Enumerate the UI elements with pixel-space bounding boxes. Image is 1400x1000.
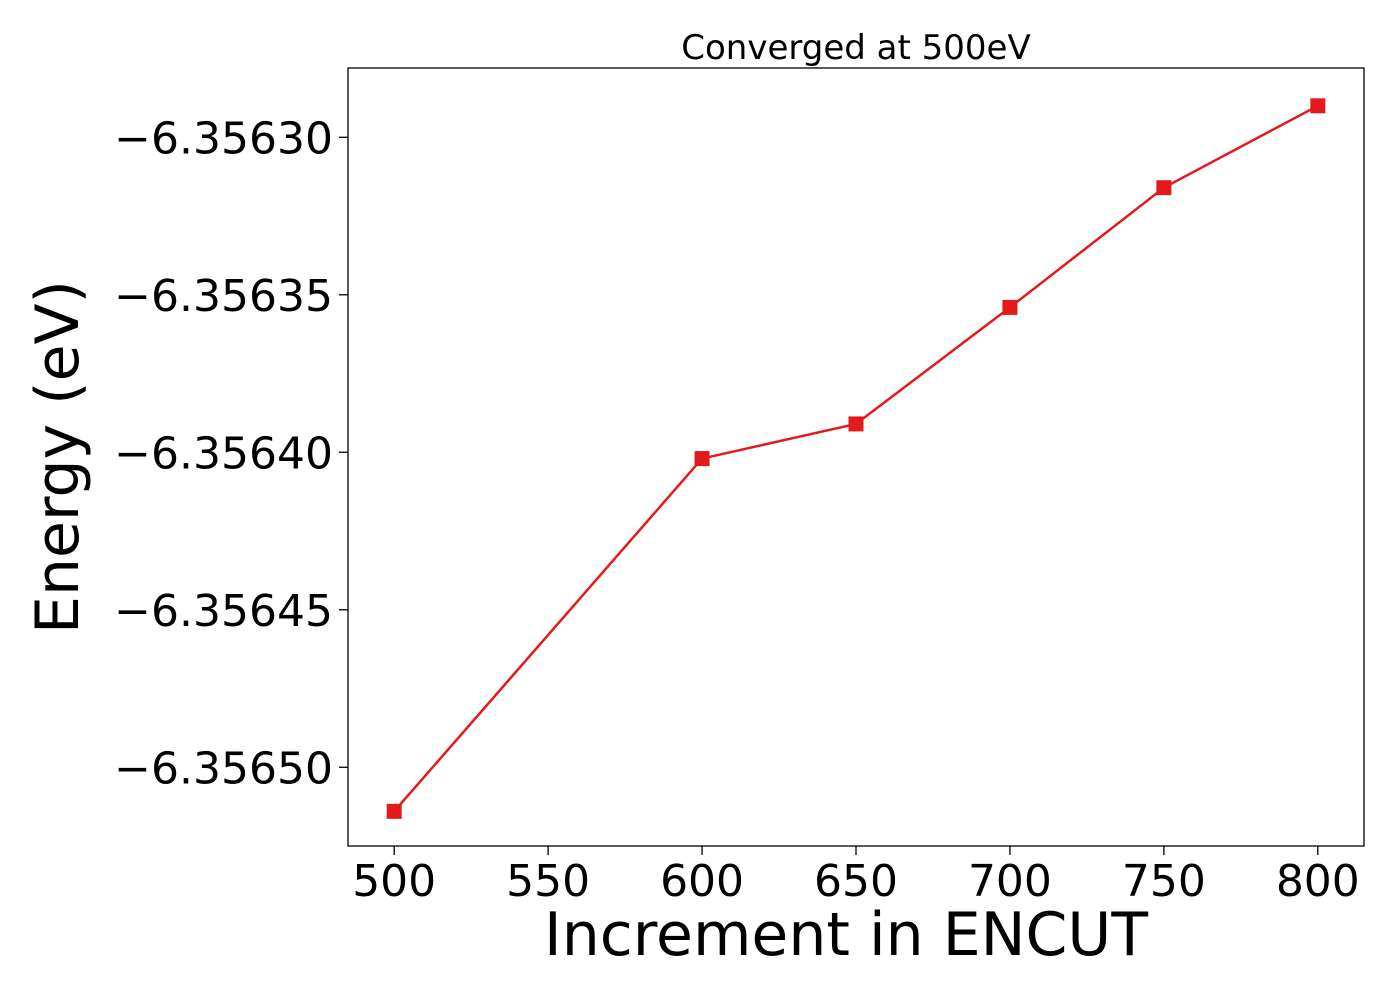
x-tick-label: 700 <box>968 856 1052 907</box>
x-tick-label: 550 <box>506 856 590 907</box>
data-point-marker <box>1310 98 1326 114</box>
x-tick-label: 750 <box>1122 856 1206 907</box>
data-point-marker <box>1156 180 1172 196</box>
x-axis-label: Increment in ENCUT <box>544 900 1148 970</box>
series-line <box>393 104 1319 813</box>
data-point-marker <box>1002 299 1018 315</box>
x-tick-label: 500 <box>352 856 436 907</box>
y-tick-label: −6.35650 <box>114 743 333 794</box>
plot-area-frame <box>347 67 1365 847</box>
y-axis-ticks: −6.35650 −6.35645 −6.35640 −6.35635 −6.35630 <box>114 113 348 794</box>
data-point-marker <box>386 803 402 819</box>
y-tick-label: −6.35635 <box>114 271 333 322</box>
y-tick-label: −6.35645 <box>114 586 333 637</box>
x-tick-label: 650 <box>814 856 898 907</box>
data-point-marker <box>848 416 864 432</box>
y-tick-label: −6.35640 <box>114 428 333 479</box>
series-layer <box>386 98 1326 819</box>
x-tick-label: 800 <box>1276 856 1360 907</box>
x-tick-label: 600 <box>660 856 744 907</box>
data-point-marker <box>694 451 710 467</box>
chart-title: Converged at 500eV <box>681 28 1030 68</box>
x-axis-ticks: 500 550 600 650 700 750 800 <box>352 846 1360 907</box>
y-tick-label: −6.35630 <box>114 113 333 164</box>
y-axis-label: Energy (eV) <box>23 280 93 634</box>
